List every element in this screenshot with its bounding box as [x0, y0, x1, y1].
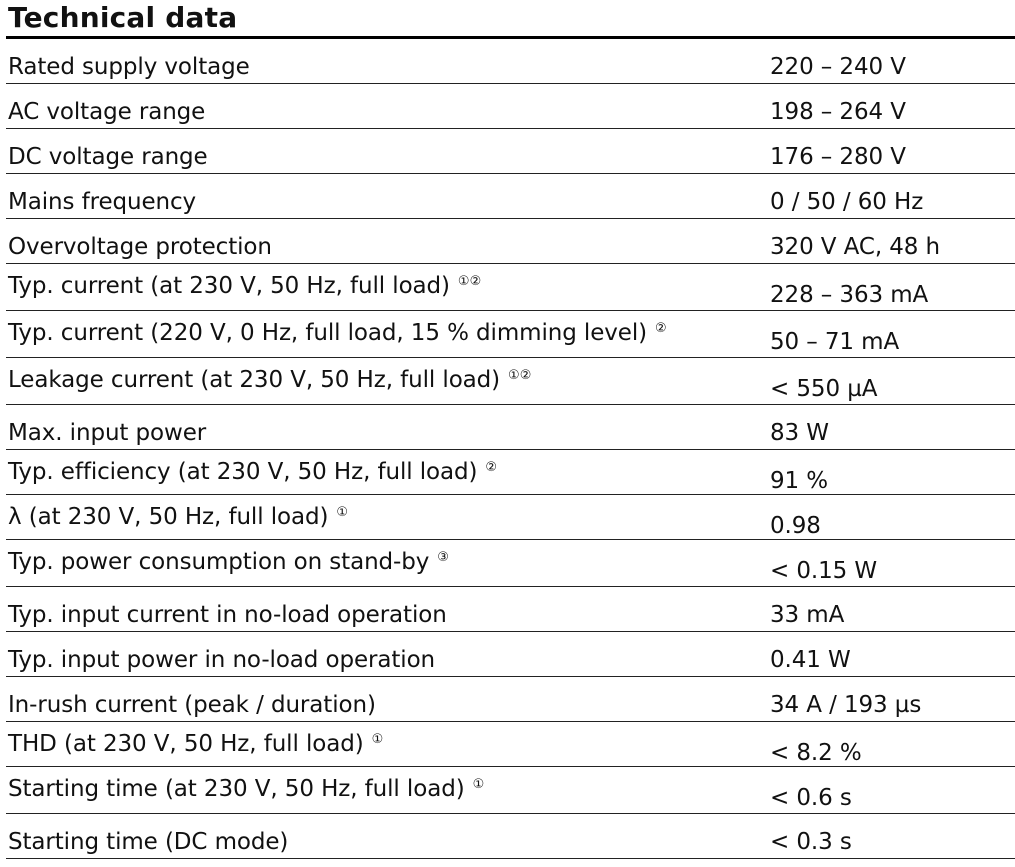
spec-label-text: Typ. current (at 230 V, 50 Hz, full load… — [8, 273, 450, 299]
footnote-marker: ①② — [508, 368, 532, 383]
spec-value: < 0.3 s — [770, 829, 852, 855]
spec-value: 0 / 50 / 60 Hz — [770, 189, 924, 215]
spec-label: DC voltage range — [8, 144, 208, 170]
spec-label: Typ. input current in no-load operation — [8, 602, 447, 628]
spec-row: Typ. input current in no-load operation … — [6, 587, 1015, 632]
spec-row: Starting time (DC mode) < 0.3 s — [6, 814, 1015, 859]
spec-label: Rated supply voltage — [8, 54, 250, 80]
spec-label: Max. input power — [8, 420, 207, 446]
spec-row: Leakage current (at 230 V, 50 Hz, full l… — [6, 358, 1015, 405]
spec-label: AC voltage range — [8, 99, 206, 125]
spec-label: Overvoltage protection — [8, 234, 272, 260]
spec-label: Typ. efficiency (at 230 V, 50 Hz, full l… — [8, 459, 497, 485]
spec-table: Rated supply voltage 220 – 240 V AC volt… — [6, 39, 1015, 859]
spec-value: < 550 µA — [770, 376, 878, 402]
spec-value: 220 – 240 V — [770, 54, 906, 80]
spec-value: 0.41 W — [770, 647, 851, 673]
spec-label: THD (at 230 V, 50 Hz, full load) ① — [8, 731, 383, 757]
spec-row: DC voltage range 176 – 280 V — [6, 129, 1015, 174]
footnote-marker: ① — [371, 732, 384, 747]
spec-value: 176 – 280 V — [770, 144, 906, 170]
spec-label: Starting time (at 230 V, 50 Hz, full loa… — [8, 776, 484, 802]
spec-row: AC voltage range 198 – 264 V — [6, 84, 1015, 129]
spec-row: Typ. input power in no-load operation 0.… — [6, 632, 1015, 677]
spec-label-text: THD (at 230 V, 50 Hz, full load) — [8, 731, 364, 757]
spec-label: Typ. current (at 230 V, 50 Hz, full load… — [8, 273, 481, 299]
spec-row: Rated supply voltage 220 – 240 V — [6, 39, 1015, 84]
footnote-marker: ①② — [457, 274, 482, 289]
footnote-marker: ① — [472, 777, 485, 792]
spec-row: Starting time (at 230 V, 50 Hz, full loa… — [6, 767, 1015, 814]
footnote-marker: ① — [336, 505, 349, 520]
spec-row: THD (at 230 V, 50 Hz, full load) ① < 8.2 … — [6, 722, 1015, 767]
spec-value: 83 W — [770, 420, 829, 446]
spec-label: Mains frequency — [8, 189, 197, 215]
footnote-marker: ② — [485, 460, 498, 475]
spec-value: 33 mA — [770, 602, 845, 628]
spec-value: < 0.15 W — [770, 558, 878, 584]
spec-value: 34 A / 193 µs — [770, 692, 922, 718]
spec-value: 228 – 363 mA — [770, 282, 929, 308]
spec-label: Typ. power consumption on stand-by ③ — [8, 549, 449, 575]
spec-value: < 0.6 s — [770, 785, 852, 811]
spec-value: 0.98 — [770, 513, 821, 539]
spec-row: λ (at 230 V, 50 Hz, full load) ① 0.98 — [6, 495, 1015, 540]
spec-label-text: Typ. efficiency (at 230 V, 50 Hz, full l… — [8, 459, 478, 485]
spec-row: Typ. efficiency (at 230 V, 50 Hz, full l… — [6, 450, 1015, 495]
spec-value: 91 % — [770, 468, 829, 494]
spec-label-text: λ (at 230 V, 50 Hz, full load) — [8, 504, 329, 530]
spec-label: λ (at 230 V, 50 Hz, full load) ① — [8, 504, 348, 530]
footnote-marker: ② — [655, 321, 667, 336]
spec-label: Leakage current (at 230 V, 50 Hz, full l… — [8, 367, 531, 393]
spec-value: < 8.2 % — [770, 740, 862, 766]
spec-row: Typ. power consumption on stand-by ③ < 0.… — [6, 540, 1015, 587]
spec-row: Typ. current (at 230 V, 50 Hz, full load… — [6, 264, 1015, 311]
spec-label: In-rush current (peak / duration) — [8, 692, 376, 718]
spec-row: Max. input power 83 W — [6, 405, 1015, 450]
spec-label: Typ. current (220 V, 0 Hz, full load, 15… — [8, 320, 667, 346]
spec-label: Starting time (DC mode) — [8, 829, 289, 855]
title-divider — [6, 36, 1015, 39]
footnote-marker: ③ — [437, 550, 449, 565]
spec-row: Typ. current (220 V, 0 Hz, full load, 15… — [6, 311, 1015, 358]
spec-row: Mains frequency 0 / 50 / 60 Hz — [6, 174, 1015, 219]
spec-value: 320 V AC, 48 h — [770, 234, 941, 260]
spec-label: Typ. input power in no-load operation — [8, 647, 436, 673]
section-title: Technical data — [8, 1, 238, 34]
spec-row: Overvoltage protection 320 V AC, 48 h — [6, 219, 1015, 264]
spec-label-text: Typ. current (220 V, 0 Hz, full load, 15… — [8, 320, 647, 346]
spec-label-text: Typ. power consumption on stand-by — [8, 549, 430, 575]
spec-label-text: Leakage current (at 230 V, 50 Hz, full l… — [8, 367, 501, 393]
spec-value: 198 – 264 V — [770, 99, 906, 125]
spec-value: 50 – 71 mA — [770, 329, 900, 355]
spec-row: In-rush current (peak / duration) 34 A /… — [6, 677, 1015, 722]
spec-label-text: Starting time (at 230 V, 50 Hz, full loa… — [8, 776, 465, 802]
